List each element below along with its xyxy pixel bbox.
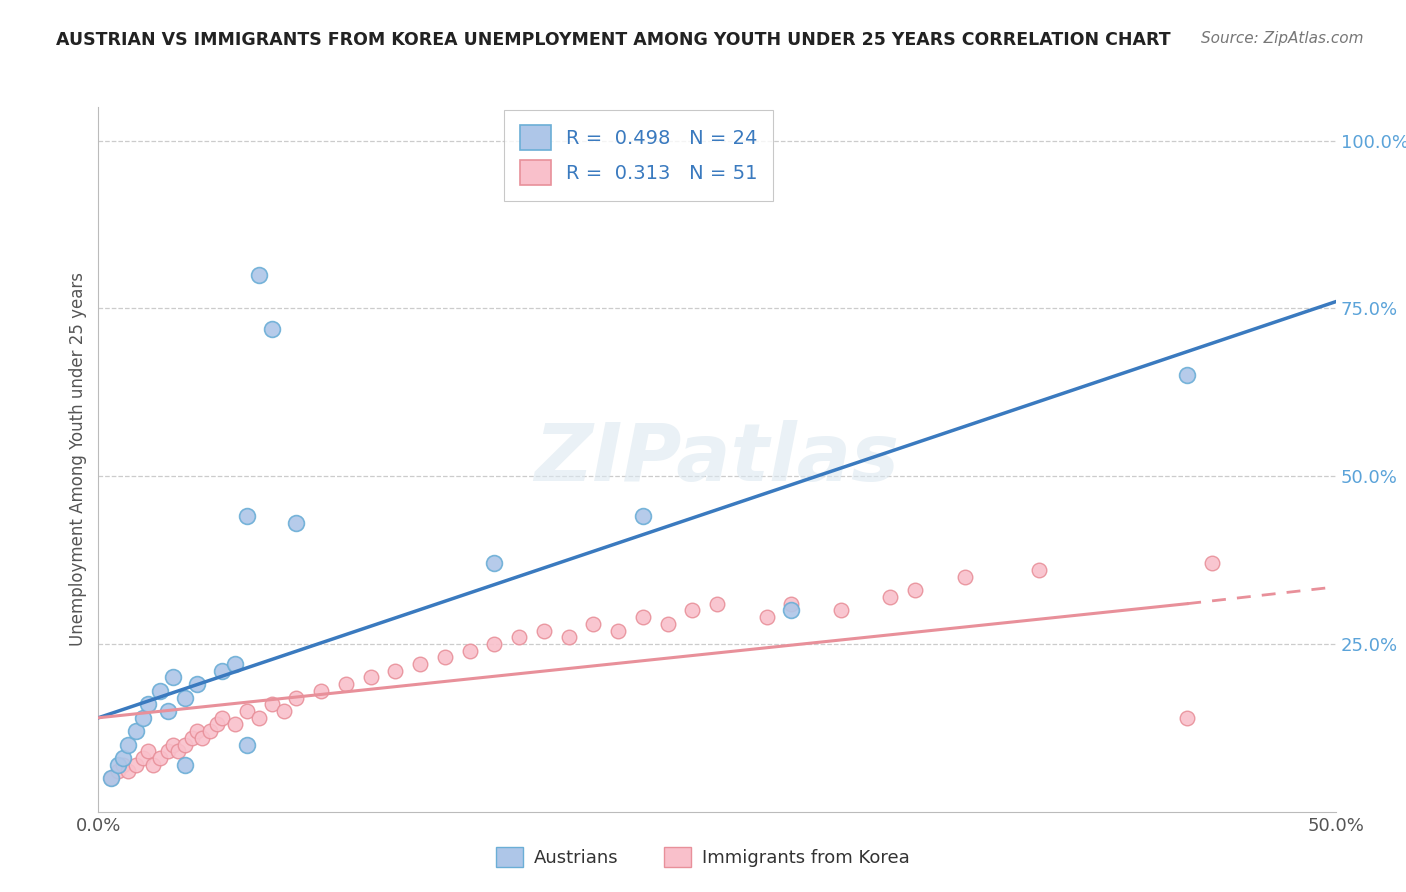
Point bbox=[149, 751, 172, 765]
Point bbox=[174, 738, 197, 752]
Point bbox=[657, 616, 679, 631]
Point bbox=[309, 684, 332, 698]
Point bbox=[211, 664, 233, 678]
Point bbox=[224, 657, 246, 671]
Point bbox=[433, 650, 456, 665]
Point bbox=[533, 624, 555, 638]
Point bbox=[384, 664, 406, 678]
Point bbox=[273, 704, 295, 718]
Point bbox=[166, 744, 188, 758]
Point bbox=[107, 757, 129, 772]
Point bbox=[162, 671, 184, 685]
Point bbox=[1175, 368, 1198, 383]
Point bbox=[107, 764, 129, 779]
Point bbox=[191, 731, 214, 745]
Point bbox=[285, 516, 308, 530]
Point bbox=[132, 711, 155, 725]
Point bbox=[582, 616, 605, 631]
Point bbox=[186, 677, 208, 691]
Point bbox=[484, 557, 506, 571]
Point bbox=[117, 764, 139, 779]
Point bbox=[224, 717, 246, 731]
Point bbox=[100, 771, 122, 785]
Point bbox=[780, 597, 803, 611]
Point bbox=[236, 704, 259, 718]
Point bbox=[755, 610, 778, 624]
Point bbox=[1028, 563, 1050, 577]
Point bbox=[112, 757, 135, 772]
Point bbox=[953, 570, 976, 584]
Legend: R =  0.498   N = 24, R =  0.313   N = 51: R = 0.498 N = 24, R = 0.313 N = 51 bbox=[505, 110, 773, 201]
Point bbox=[879, 590, 901, 604]
Point bbox=[181, 731, 204, 745]
Point bbox=[780, 603, 803, 617]
Point bbox=[247, 268, 270, 282]
Point bbox=[706, 597, 728, 611]
Point bbox=[458, 643, 481, 657]
Text: Source: ZipAtlas.com: Source: ZipAtlas.com bbox=[1201, 31, 1364, 46]
Point bbox=[211, 711, 233, 725]
Point bbox=[1175, 711, 1198, 725]
Point bbox=[149, 684, 172, 698]
Point bbox=[681, 603, 703, 617]
Legend: Austrians, Immigrants from Korea: Austrians, Immigrants from Korea bbox=[489, 839, 917, 874]
Point bbox=[360, 671, 382, 685]
Point bbox=[136, 744, 159, 758]
Text: ZIPatlas: ZIPatlas bbox=[534, 420, 900, 499]
Point bbox=[409, 657, 432, 671]
Point bbox=[117, 738, 139, 752]
Point bbox=[484, 637, 506, 651]
Point bbox=[557, 630, 579, 644]
Point bbox=[631, 509, 654, 524]
Point bbox=[508, 630, 530, 644]
Point bbox=[142, 757, 165, 772]
Point bbox=[1201, 557, 1223, 571]
Point bbox=[186, 724, 208, 739]
Point bbox=[247, 711, 270, 725]
Point bbox=[607, 624, 630, 638]
Point bbox=[260, 321, 283, 335]
Point bbox=[285, 690, 308, 705]
Point bbox=[631, 610, 654, 624]
Y-axis label: Unemployment Among Youth under 25 years: Unemployment Among Youth under 25 years bbox=[69, 272, 87, 647]
Point bbox=[260, 698, 283, 712]
Point bbox=[100, 771, 122, 785]
Point bbox=[156, 704, 179, 718]
Point bbox=[124, 724, 146, 739]
Point bbox=[174, 690, 197, 705]
Point bbox=[112, 751, 135, 765]
Point bbox=[156, 744, 179, 758]
Point bbox=[205, 717, 228, 731]
Point bbox=[124, 757, 146, 772]
Point bbox=[132, 751, 155, 765]
Point bbox=[236, 509, 259, 524]
Point bbox=[335, 677, 357, 691]
Point bbox=[830, 603, 852, 617]
Point bbox=[198, 724, 221, 739]
Point bbox=[904, 583, 927, 598]
Point bbox=[136, 698, 159, 712]
Point bbox=[236, 738, 259, 752]
Point bbox=[174, 757, 197, 772]
Text: AUSTRIAN VS IMMIGRANTS FROM KOREA UNEMPLOYMENT AMONG YOUTH UNDER 25 YEARS CORREL: AUSTRIAN VS IMMIGRANTS FROM KOREA UNEMPL… bbox=[56, 31, 1171, 49]
Point bbox=[162, 738, 184, 752]
